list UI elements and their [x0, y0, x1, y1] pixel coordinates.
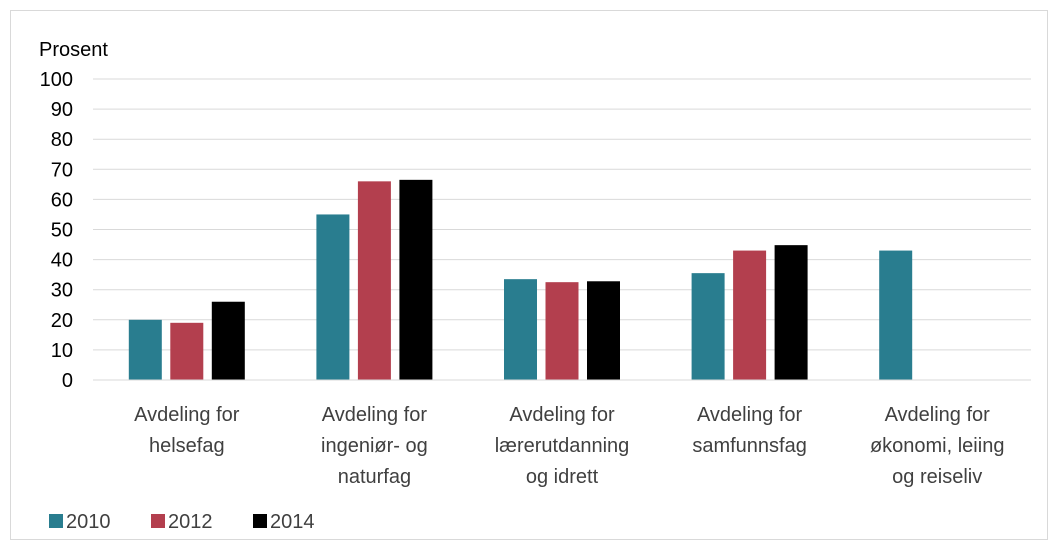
bar [504, 279, 537, 380]
bar [399, 179, 433, 380]
legend-swatch [151, 514, 165, 528]
y-tick-label: 50 [51, 220, 73, 242]
legend-swatch [253, 514, 267, 528]
bar [691, 273, 725, 380]
y-tick-label: 90 [51, 99, 73, 121]
bar [774, 245, 808, 380]
bar [170, 322, 204, 380]
y-tick-label: 0 [62, 370, 73, 392]
bar [211, 301, 245, 380]
bar [545, 282, 579, 380]
y-tick-label: 100 [40, 69, 73, 91]
legend-label: 2010 [66, 511, 111, 533]
category-labels: Avdeling for helsefag Avdeling for ingeniør… [134, 404, 1004, 488]
category-label: Avdeling for helsefag [134, 404, 240, 457]
y-tick-label: 20 [51, 310, 73, 332]
chart-frame: Prosent 0 10 20 30 40 50 60 70 80 90 100 Avdeling … [10, 10, 1048, 540]
y-tick-label: 40 [51, 250, 73, 272]
category-label: Avdeling for lærerutdanning og idrett [495, 404, 630, 488]
gridlines [93, 78, 1031, 351]
bar [316, 214, 350, 380]
category-label: Avdeling for økonomi, leiing og reiseliv [870, 404, 1005, 488]
bars [128, 179, 913, 380]
legend: 2010 2012 2014 [49, 511, 315, 533]
y-tick-labels: 0 10 20 30 40 50 60 70 80 90 100 [40, 69, 73, 392]
y-axis-title: Prosent [39, 39, 108, 61]
y-tick-label: 30 [51, 280, 73, 302]
bar [587, 281, 620, 380]
legend-label: 2012 [168, 511, 213, 533]
bar [128, 319, 162, 380]
category-label: Avdeling for samfunnsfag [692, 404, 807, 457]
category-label: Avdeling for ingeniør- og naturfag [321, 404, 428, 488]
y-tick-label: 60 [51, 189, 73, 211]
y-tick-label: 80 [51, 129, 73, 151]
bar [357, 181, 391, 380]
legend-swatch [49, 514, 63, 528]
legend-label: 2014 [270, 511, 315, 533]
y-tick-label: 70 [51, 159, 73, 181]
y-tick-label: 10 [51, 340, 73, 362]
bar [879, 250, 913, 380]
bar-chart: Prosent 0 10 20 30 40 50 60 70 80 90 100 Avdeling … [39, 39, 1031, 533]
bar [733, 250, 767, 380]
